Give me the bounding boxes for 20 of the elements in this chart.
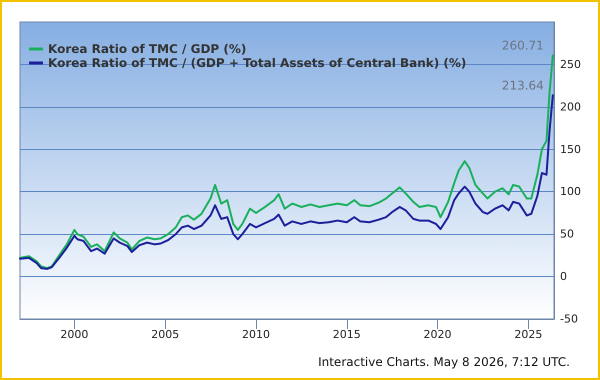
x-tick-label: 2015 [332, 328, 361, 341]
y-tick-label: 50 [560, 228, 574, 241]
data-label: 213.64 [502, 78, 544, 92]
legend-label: Korea Ratio of TMC / (GDP + Total Assets of Central Bank) (%) [48, 56, 466, 70]
y-tick-label: 0 [560, 270, 567, 284]
text: Interactive Charts. May 8 2026, 7:12 UTC. [318, 355, 570, 369]
x-tick-label: 2020 [424, 328, 452, 341]
x-tick-label: 2005 [151, 328, 180, 341]
data-label: 260.71 [502, 38, 544, 52]
legend-label: Korea Ratio of TMC / GDP (%) [48, 42, 246, 56]
x-tick-label: 2010 [242, 328, 270, 341]
x-tick-label: 2000 [60, 328, 88, 341]
y-tick-label: -50 [560, 312, 578, 326]
y-tick-label: 250 [560, 58, 581, 71]
y-tick-label: 150 [560, 142, 581, 156]
y-tick-label: 200 [560, 100, 581, 114]
line-series [19, 94, 554, 270]
line-series [19, 54, 554, 270]
x-tick-label: 2025 [514, 328, 542, 341]
y-tick-label: 100 [560, 185, 581, 198]
